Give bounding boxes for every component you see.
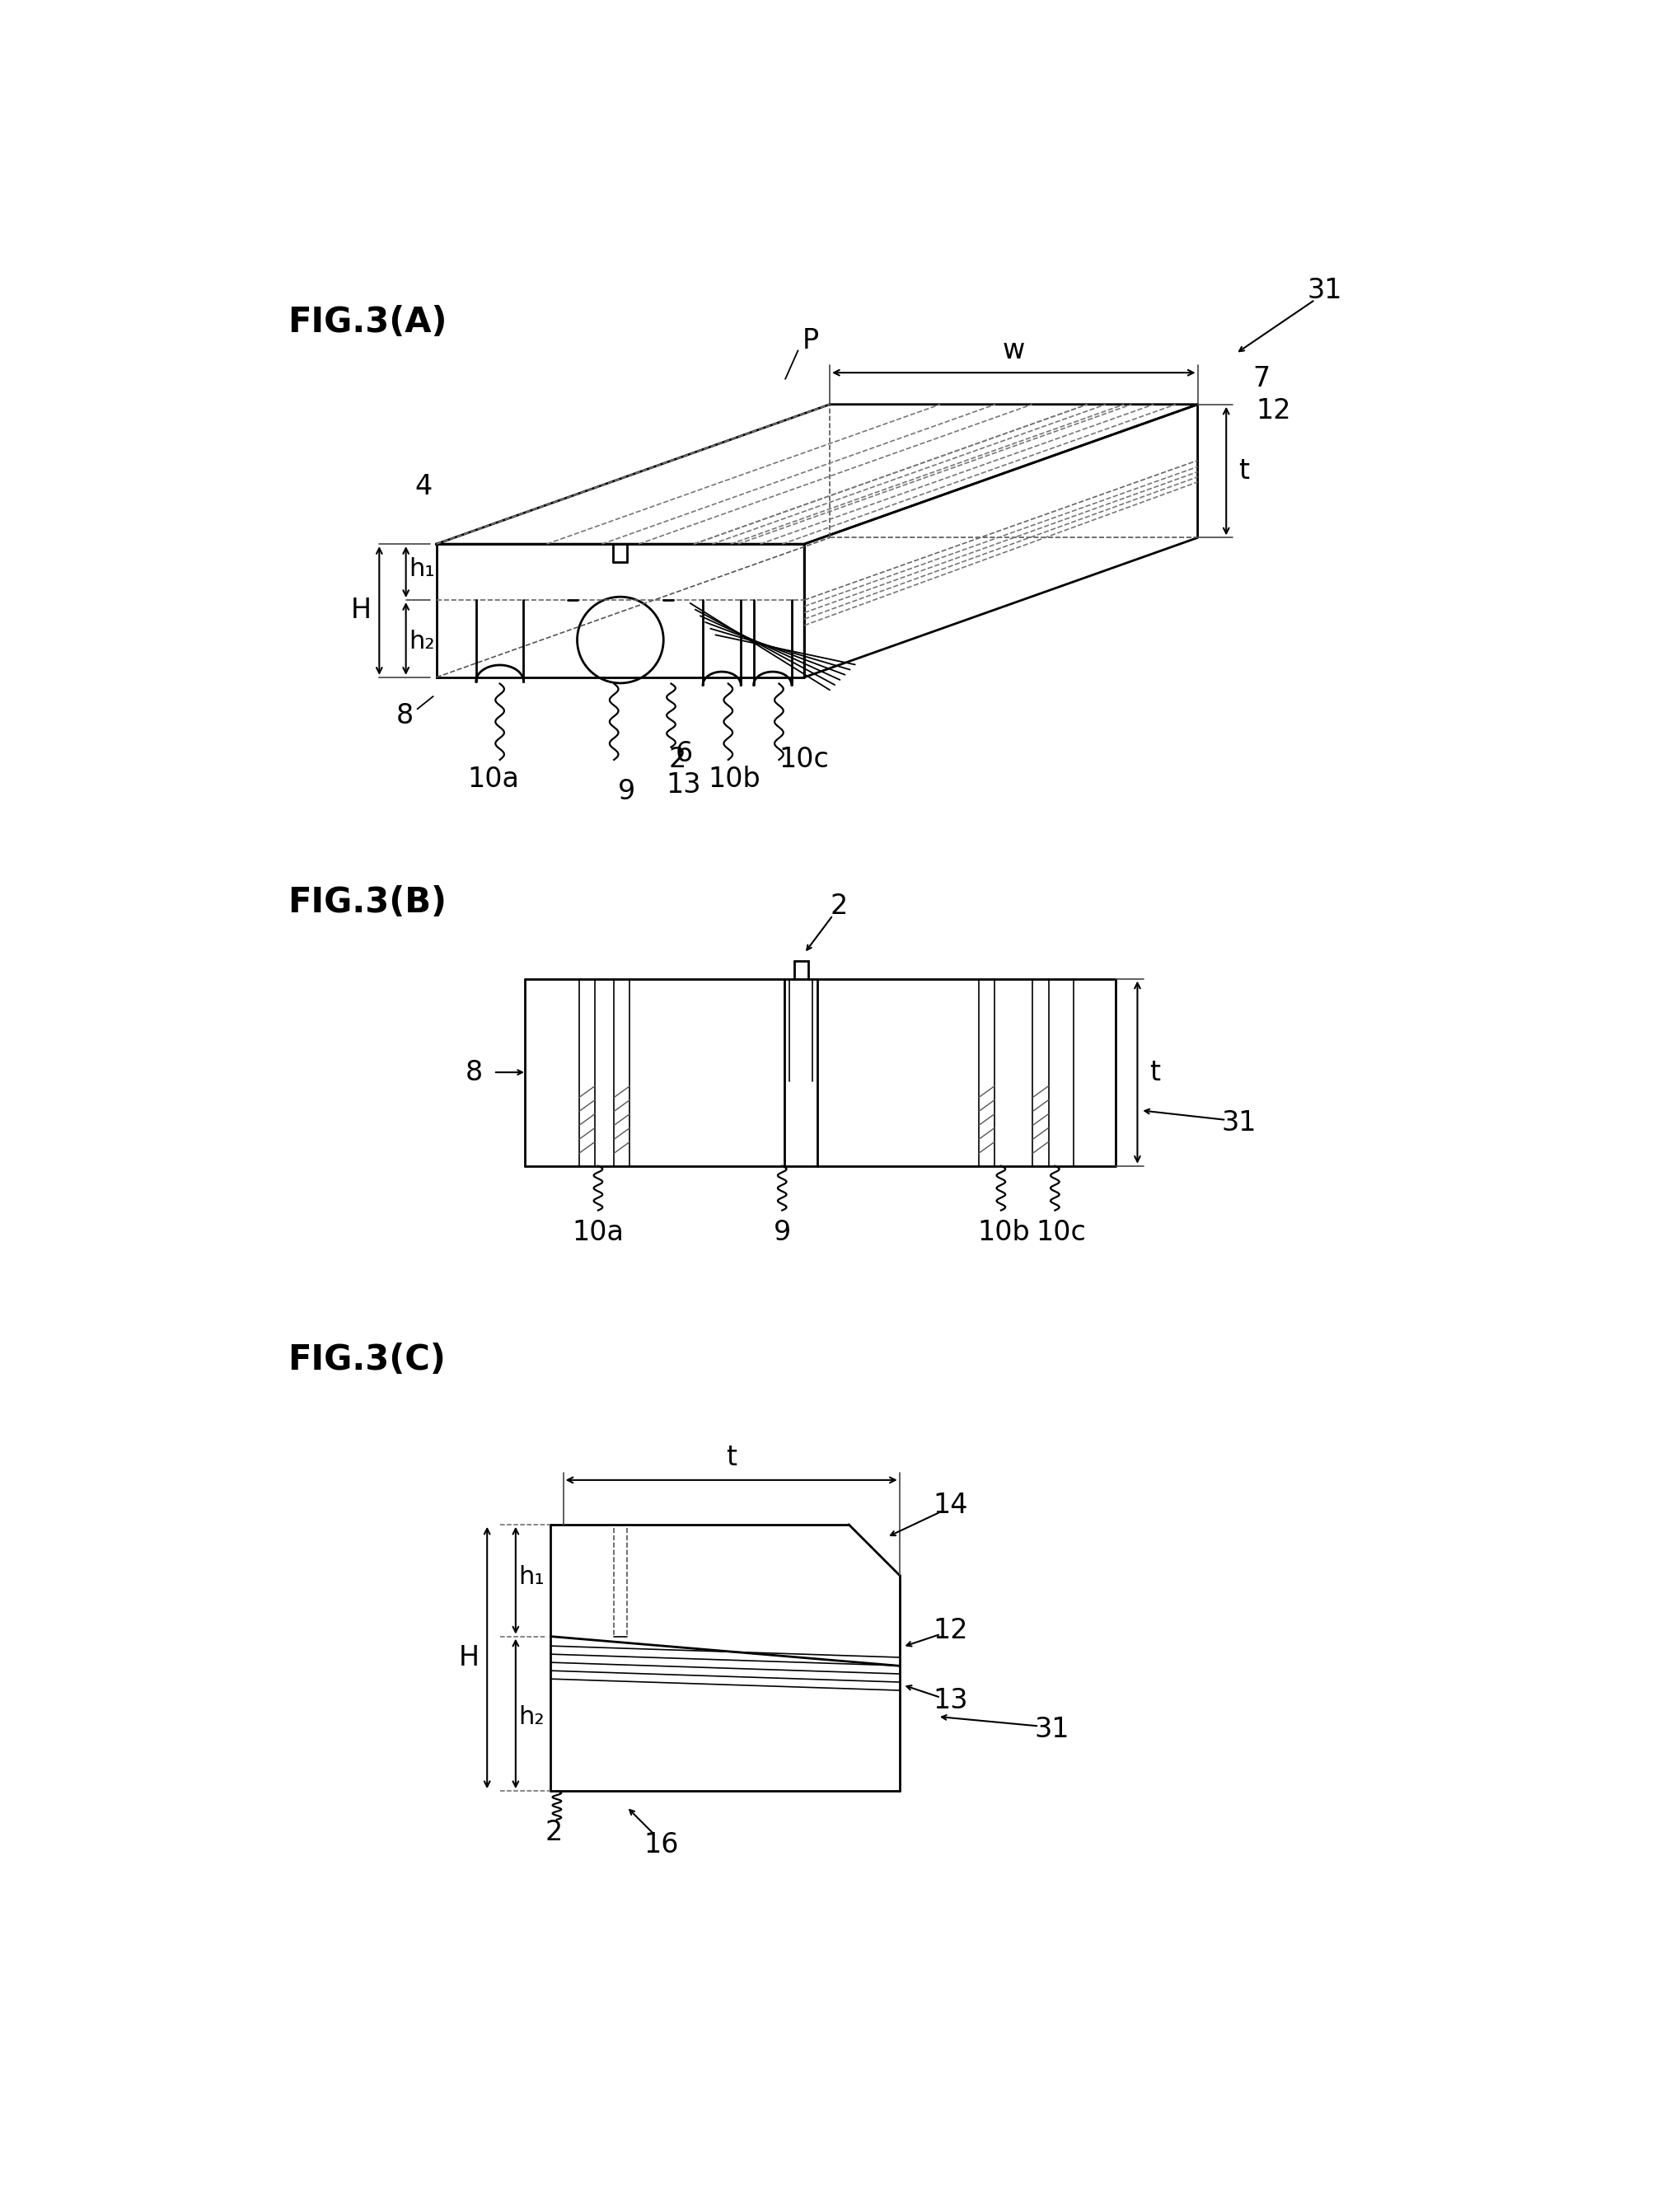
- Text: 31: 31: [1307, 276, 1341, 303]
- Text: 31: 31: [1221, 1110, 1257, 1137]
- Text: 4: 4: [415, 473, 432, 500]
- Text: H: H: [351, 597, 371, 624]
- Text: t: t: [1149, 1060, 1159, 1086]
- Text: h₂: h₂: [408, 630, 435, 655]
- Text: 12: 12: [1255, 398, 1290, 425]
- Text: 10a: 10a: [571, 1219, 623, 1245]
- Text: FIG.3(C): FIG.3(C): [287, 1343, 445, 1376]
- Text: P: P: [801, 327, 818, 354]
- Text: 9: 9: [773, 1219, 791, 1245]
- Text: 8: 8: [465, 1060, 482, 1086]
- Text: FIG.3(B): FIG.3(B): [287, 885, 447, 920]
- Text: 12: 12: [932, 1617, 968, 1644]
- Text: 16: 16: [643, 1832, 679, 1858]
- Text: 6: 6: [675, 739, 692, 768]
- Text: 9: 9: [618, 779, 635, 805]
- Text: H: H: [459, 1644, 479, 1672]
- Text: t: t: [1238, 458, 1248, 484]
- Text: 13: 13: [665, 772, 701, 799]
- Text: h₁: h₁: [408, 557, 435, 582]
- Text: h₁: h₁: [519, 1566, 544, 1588]
- Text: t: t: [726, 1444, 736, 1471]
- Text: 31: 31: [1033, 1717, 1068, 1743]
- Text: 7: 7: [1252, 365, 1270, 394]
- Text: 2: 2: [830, 891, 848, 920]
- Text: 14: 14: [932, 1491, 968, 1520]
- Text: 10c: 10c: [1035, 1219, 1085, 1245]
- Text: h₂: h₂: [519, 1705, 544, 1730]
- Text: 10b: 10b: [707, 765, 761, 792]
- Text: 8: 8: [396, 701, 413, 730]
- Text: w: w: [1001, 336, 1025, 365]
- Text: 2: 2: [669, 745, 685, 774]
- Text: 10c: 10c: [780, 745, 828, 774]
- Text: FIG.3(A): FIG.3(A): [287, 305, 447, 338]
- Text: 13: 13: [932, 1688, 968, 1714]
- Text: 10b: 10b: [978, 1219, 1030, 1245]
- Text: 10a: 10a: [467, 765, 519, 792]
- Text: 2: 2: [544, 1818, 563, 1845]
